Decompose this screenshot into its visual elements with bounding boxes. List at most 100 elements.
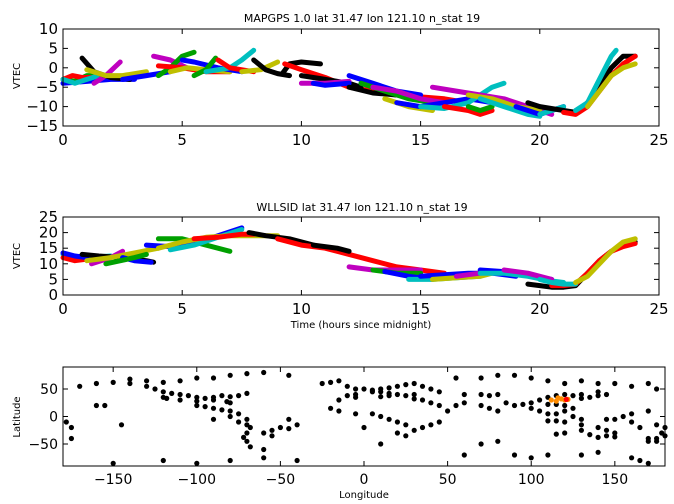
x-tick-label: −150 (94, 472, 132, 488)
station-point (603, 391, 610, 398)
station-point (555, 395, 561, 401)
x-tick-label: 150 (601, 472, 628, 488)
station-point (511, 452, 518, 458)
x-tick-label: 0 (58, 300, 68, 318)
station-point (578, 395, 585, 401)
station-point (394, 430, 400, 436)
station-point (210, 405, 217, 411)
x-tick-label: 50 (439, 472, 457, 488)
station-point (528, 375, 534, 381)
series-2-16 (310, 242, 352, 254)
station-point (353, 411, 359, 417)
station-point (241, 434, 247, 440)
station-point (219, 393, 225, 399)
station-point (118, 422, 125, 428)
station-point (411, 427, 417, 433)
station-point (336, 378, 342, 384)
station-point (511, 402, 518, 409)
station-point (394, 419, 400, 425)
station-point (144, 378, 150, 384)
plot-area-3 (63, 369, 668, 466)
station-point (160, 457, 166, 464)
station-point (244, 430, 250, 436)
station-point (369, 411, 375, 417)
station-point (403, 382, 409, 388)
panel-mapgps: MAPGPS 1.0 lat 31.47 lon 121.10 n_stat 1… (12, 12, 669, 149)
x-tick-label: 15 (411, 300, 430, 318)
station-point (520, 401, 526, 407)
station-point (319, 380, 325, 387)
station-point (403, 433, 409, 439)
station-point (344, 393, 350, 399)
station-point (562, 402, 568, 409)
series-1-30 (418, 80, 507, 111)
station-point (436, 419, 442, 425)
station-point (495, 408, 501, 414)
y-tick-label: 10 (39, 20, 58, 38)
station-point (63, 419, 69, 425)
station-point (68, 424, 74, 431)
x-tick-label: 20 (530, 300, 549, 318)
station-point (403, 393, 409, 399)
station-point (261, 455, 267, 461)
y-tick-label: 15 (39, 239, 58, 257)
x-tick-label: −50 (266, 472, 296, 488)
station-point (328, 379, 334, 385)
station-point (386, 393, 392, 399)
y-tick-label: −10 (26, 98, 58, 116)
station-point (595, 449, 601, 455)
station-point (545, 401, 551, 407)
y-tick-label: 0 (48, 59, 58, 77)
series-2-28 (549, 241, 638, 289)
station-point (68, 435, 74, 442)
y-tick-label: 20 (39, 224, 58, 242)
series-1-34 (465, 104, 495, 113)
series-2-2 (60, 255, 90, 264)
station-point (419, 383, 426, 389)
station-point (269, 433, 275, 439)
series-1-40 (573, 47, 619, 113)
x-tick-label: 25 (649, 300, 668, 318)
station-point (244, 390, 250, 396)
station-point (210, 375, 217, 381)
station-point (164, 395, 170, 401)
series-2-3 (60, 250, 90, 261)
station-point (411, 380, 417, 387)
station-point (562, 408, 568, 414)
station-point (386, 385, 392, 391)
station-point (386, 416, 392, 422)
station-point (202, 395, 208, 401)
x-axis-label-2: Time (hours since midnight) (290, 320, 432, 331)
plot-area-2 (60, 225, 638, 290)
station-point (378, 413, 384, 420)
x-tick-label: 25 (649, 131, 668, 149)
station-point (528, 455, 534, 461)
y-tick-label: 0 (49, 410, 58, 426)
station-point (202, 404, 208, 410)
axes-frame-1 (62, 28, 660, 127)
station-point (545, 378, 551, 384)
series-1-41 (585, 61, 638, 110)
series-1-7 (84, 67, 149, 79)
station-point (177, 397, 183, 403)
station-point (177, 391, 183, 398)
x-tick-label: 0 (58, 131, 68, 149)
station-point (378, 441, 384, 447)
axes-frame-2 (62, 216, 660, 296)
station-point (570, 393, 576, 399)
station-point (486, 405, 492, 411)
x-tick-label: 5 (177, 131, 187, 149)
station-point (603, 416, 610, 422)
x-tick-label: 100 (518, 472, 545, 488)
station-point (160, 379, 166, 385)
station-point (378, 389, 384, 395)
station-point (612, 434, 618, 440)
station-point (461, 400, 467, 406)
station-point (478, 402, 484, 409)
station-point (210, 416, 217, 422)
station-point (495, 391, 501, 398)
y-tick-label: 10 (39, 255, 58, 273)
panel-station-map: Latitude Longitude −150 −100 −50 0 50 100 150 5… (12, 366, 668, 501)
